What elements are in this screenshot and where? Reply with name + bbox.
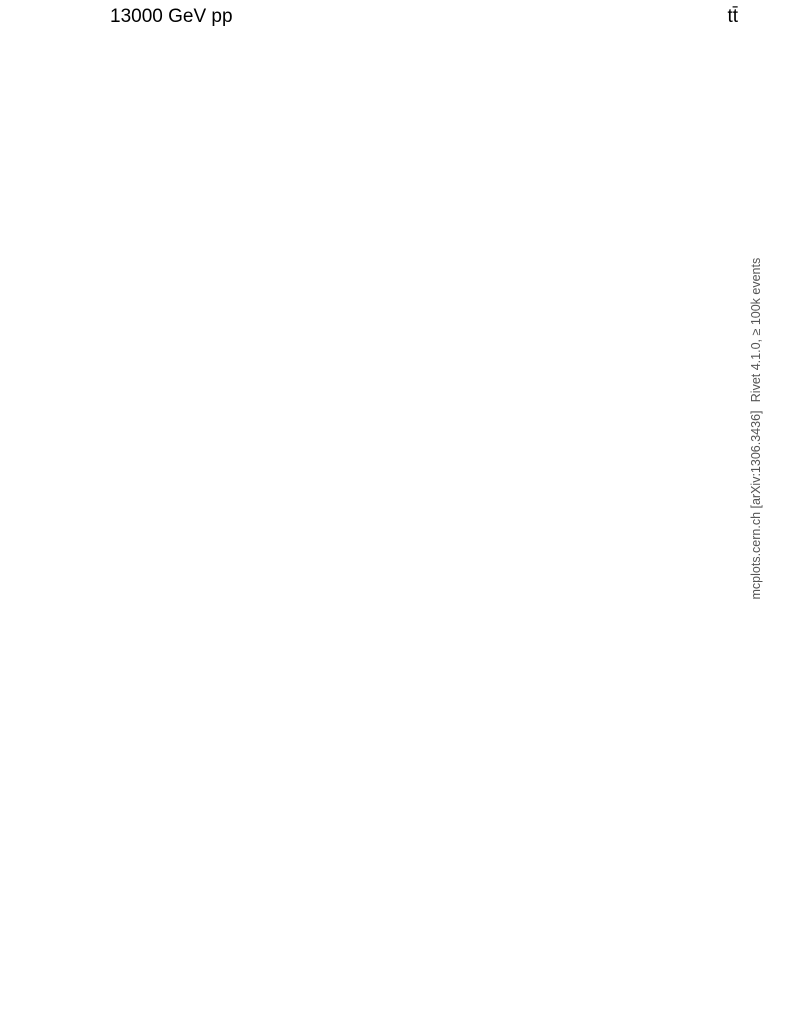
side-annotations: Rivet 4.1.0, ≥ 100k events mcplots.cern.c… bbox=[749, 258, 763, 600]
header-energy: 13000 GeV pp bbox=[110, 6, 233, 27]
header-process: tt̄ bbox=[727, 6, 738, 27]
side-text-mcplots: mcplots.cern.ch [arXiv:1306.3436] bbox=[749, 411, 763, 600]
side-text-rivet: Rivet 4.1.0, ≥ 100k events bbox=[749, 258, 763, 402]
